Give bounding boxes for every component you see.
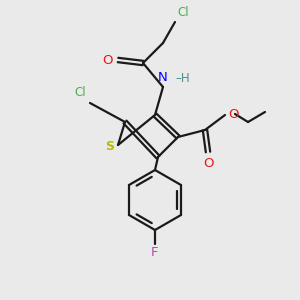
Text: O: O	[103, 53, 113, 67]
Text: N: N	[158, 71, 168, 84]
Text: –H: –H	[175, 72, 190, 85]
Text: Cl: Cl	[177, 6, 189, 19]
Text: S: S	[106, 140, 115, 154]
Text: Cl: Cl	[74, 86, 86, 99]
Text: O: O	[228, 107, 238, 121]
Text: O: O	[203, 157, 213, 170]
Text: F: F	[151, 246, 159, 259]
